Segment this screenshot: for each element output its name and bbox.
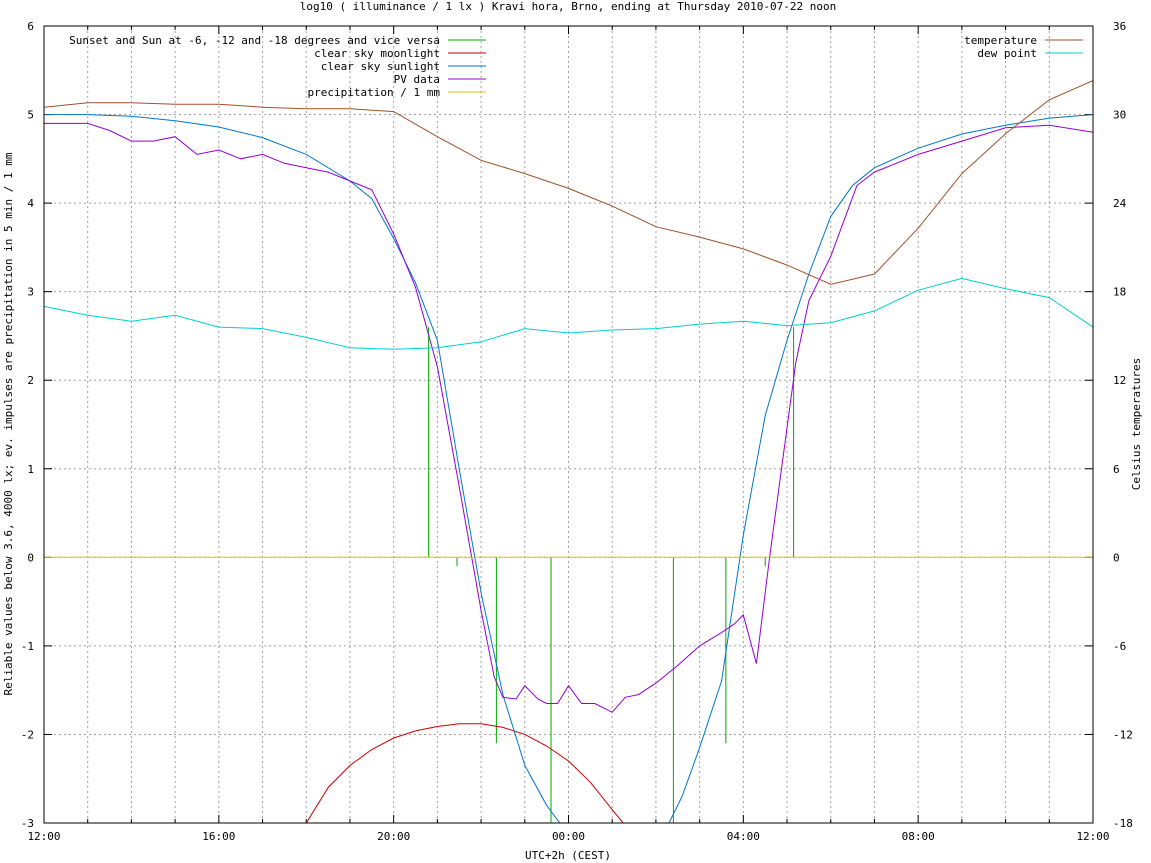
y2-tick-label: 36 bbox=[1113, 20, 1126, 33]
legend-label: clear sky moonlight bbox=[314, 47, 440, 60]
x-axis-label: UTC+2h (CEST) bbox=[525, 849, 611, 862]
y2-tick-label: 12 bbox=[1113, 374, 1126, 387]
y-tick-label: 5 bbox=[27, 109, 34, 122]
y-tick-label: -3 bbox=[21, 817, 34, 830]
legend: Sunset and Sun at -6, -12 and -18 degree… bbox=[69, 34, 1083, 99]
y2-tick-label: -18 bbox=[1113, 817, 1133, 830]
legend-label: clear sky sunlight bbox=[321, 60, 440, 73]
x-tick-label: 04:00 bbox=[727, 830, 760, 843]
y2-axis-label: Celsius temperatures bbox=[1130, 358, 1143, 490]
y-tick-label: 3 bbox=[27, 286, 34, 299]
x-tick-label: 20:00 bbox=[377, 830, 410, 843]
x-tick-label: 00:00 bbox=[552, 830, 585, 843]
clear-sky-moonlight-line bbox=[305, 723, 624, 823]
y2-tick-label: -6 bbox=[1113, 640, 1126, 653]
chart-title: log10 ( illuminance / 1 lx ) Kravi hora,… bbox=[300, 0, 836, 13]
y2-tick-label: 6 bbox=[1113, 463, 1120, 476]
y2-tick-label: 30 bbox=[1113, 109, 1126, 122]
y-axis-label: Reliable values below 3.6, 4000 lx; ev. … bbox=[2, 152, 15, 695]
y-tick-label: 2 bbox=[27, 374, 34, 387]
legend-label: precipitation / 1 mm bbox=[308, 86, 441, 99]
y-tick-label: -1 bbox=[21, 640, 34, 653]
plot-area bbox=[44, 80, 1093, 823]
y2-tick-label: -12 bbox=[1113, 728, 1133, 741]
temperature-line bbox=[44, 80, 1093, 285]
ticks: 12:00 16:00 20:00 00:00 04:00 08:00 12:00-3-2-… bbox=[21, 20, 1133, 843]
pv-data-line bbox=[44, 122, 1093, 713]
y2-tick-label: 0 bbox=[1113, 551, 1120, 564]
plot-frame bbox=[43, 25, 1094, 824]
y-tick-label: 6 bbox=[27, 20, 34, 33]
y2-tick-label: 24 bbox=[1113, 197, 1127, 210]
dew-point-line bbox=[44, 277, 1093, 350]
legend-label: temperature bbox=[964, 34, 1037, 47]
y-tick-label: 4 bbox=[27, 197, 34, 210]
x-tick-label: 12:00 bbox=[27, 830, 60, 843]
y2-tick-label: 18 bbox=[1113, 286, 1126, 299]
x-tick-label: 12:00 bbox=[1076, 830, 1109, 843]
legend-label: PV data bbox=[394, 73, 440, 86]
legend-label: dew point bbox=[977, 47, 1037, 60]
x-tick-label: 16:00 bbox=[202, 830, 235, 843]
y-tick-label: 1 bbox=[27, 463, 34, 476]
x-tick-label: 08:00 bbox=[902, 830, 935, 843]
y-tick-label: -2 bbox=[21, 728, 34, 741]
clear-sky-sunlight-line bbox=[44, 114, 1093, 823]
legend-label: Sunset and Sun at -6, -12 and -18 degree… bbox=[69, 34, 440, 47]
y-tick-label: 0 bbox=[27, 551, 34, 564]
